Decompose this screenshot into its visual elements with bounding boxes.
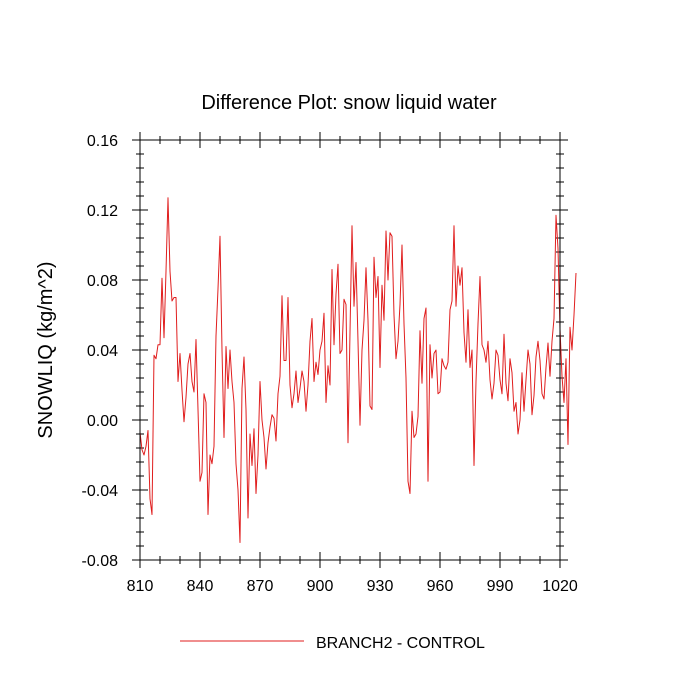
y-tick-label: 0.16	[87, 133, 118, 150]
x-tick-label: 930	[367, 578, 394, 595]
x-tick-label: 900	[307, 578, 334, 595]
y-tick-label: -0.08	[82, 553, 119, 570]
x-tick-label: 1020	[542, 578, 578, 595]
legend-label: BRANCH2 - CONTROL	[316, 635, 485, 652]
x-tick-label: 990	[487, 578, 514, 595]
chart-title: Difference Plot: snow liquid water	[201, 92, 497, 114]
y-tick-label: 0.12	[87, 203, 118, 220]
x-tick-label: 810	[127, 578, 154, 595]
y-axis-label: SNOWLIQ (kg/m^2)	[35, 261, 57, 438]
y-tick-label: -0.04	[82, 483, 119, 500]
y-tick-labels: -0.08 -0.04 0.00 0.04 0.08 0.12 0.16	[82, 133, 119, 570]
plot-frame	[139, 139, 561, 561]
x-tick-label: 960	[427, 578, 454, 595]
y-tick-label: 0.00	[87, 413, 118, 430]
plot-area	[139, 197, 577, 543]
x-tick-labels: 810 840 870 900 930 960 990 1020	[127, 578, 578, 595]
y-tick-label: 0.04	[87, 343, 118, 360]
legend: BRANCH2 - CONTROL	[180, 635, 485, 652]
x-tick-label: 870	[247, 578, 274, 595]
y-tick-label: 0.08	[87, 273, 118, 290]
series-line	[139, 197, 577, 543]
x-tick-label: 840	[187, 578, 214, 595]
